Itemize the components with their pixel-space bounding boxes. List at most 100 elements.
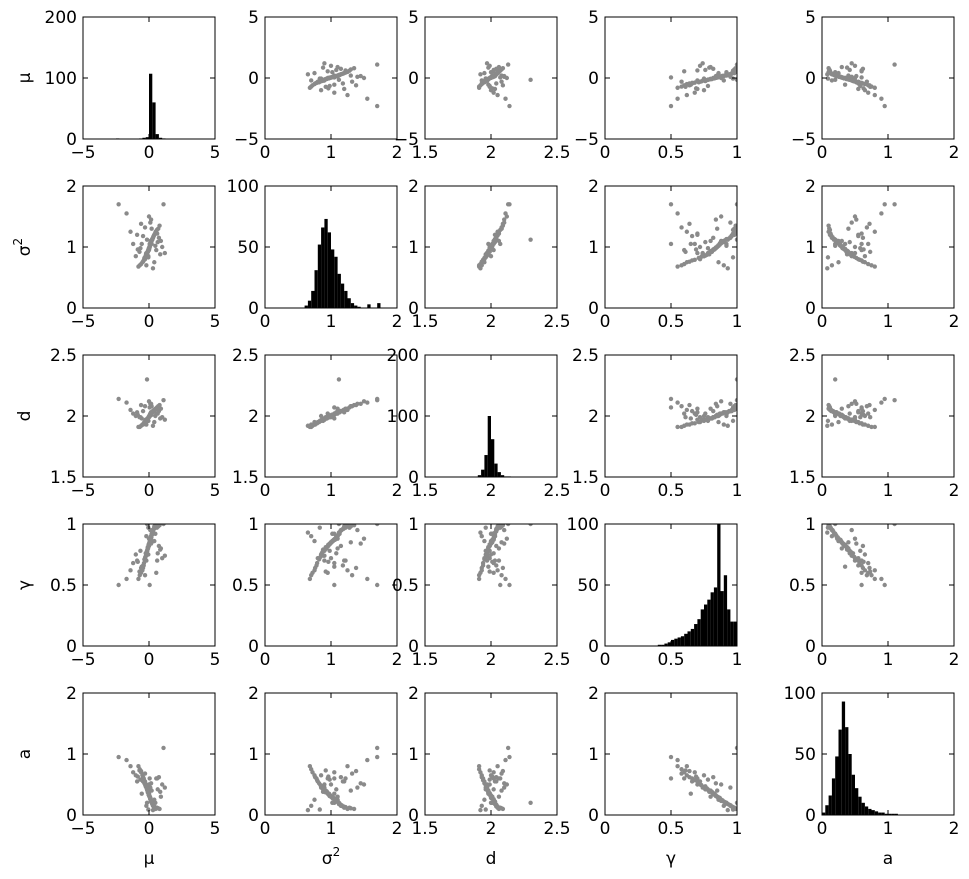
scatter-point xyxy=(340,779,346,784)
scatter-point xyxy=(162,785,168,790)
histogram-bar xyxy=(155,134,159,139)
scatter-point xyxy=(528,524,533,527)
histogram-bar xyxy=(861,802,865,815)
y-tick-label: 0.5 xyxy=(50,576,77,596)
scatter-point xyxy=(487,249,492,255)
histogram-bar xyxy=(871,810,875,815)
scatter-point xyxy=(861,86,866,91)
scatter-point xyxy=(148,541,154,546)
histogram-bar xyxy=(717,524,721,646)
panel-4-1: 0 1 2 0 1 2 xyxy=(248,684,402,839)
scatter-point xyxy=(872,568,877,573)
scatter-point xyxy=(144,377,150,382)
scatter-point xyxy=(338,66,344,72)
scatter-point xyxy=(328,75,333,81)
scatter-point xyxy=(161,202,166,207)
scatter-point xyxy=(494,563,499,568)
scatter-point xyxy=(149,226,154,231)
scatter-point xyxy=(495,764,500,769)
y-tick-label: 2.5 xyxy=(232,346,259,366)
scatter-point xyxy=(142,225,148,230)
histogram-bar xyxy=(481,469,485,477)
scatter-point xyxy=(490,774,495,779)
scatter-point xyxy=(825,423,830,428)
x-tick-label: 1 xyxy=(883,143,894,163)
scatter-point xyxy=(695,231,700,236)
scatter-point xyxy=(825,72,830,77)
histogram-bar xyxy=(710,592,714,646)
scatter-point xyxy=(158,252,163,257)
scatter-point xyxy=(309,78,314,83)
y-tick-label: 0 xyxy=(408,806,419,826)
x-tick-label: 2 xyxy=(486,312,497,332)
scatter-point xyxy=(864,79,870,84)
scatter-point xyxy=(849,401,854,406)
scatter-point xyxy=(348,67,353,72)
panel-1-4: 0 1 2 0 1 2 xyxy=(805,177,959,332)
scatter-point xyxy=(849,61,854,66)
scatter-point xyxy=(341,526,346,532)
scatter-point xyxy=(332,82,337,87)
y-tick-label: 100 xyxy=(227,177,259,197)
scatter-point xyxy=(864,573,870,578)
scatter-point xyxy=(839,406,844,411)
scatter-point xyxy=(476,764,482,769)
x-tick-label: 1 xyxy=(732,143,743,163)
scatter-point xyxy=(361,399,367,404)
scatter-point xyxy=(332,405,337,410)
histogram-bar xyxy=(894,813,898,815)
scatter-point xyxy=(124,757,129,763)
histogram-bar xyxy=(340,283,345,308)
scatter-point xyxy=(487,782,492,787)
scatter-point xyxy=(829,526,834,532)
scatter-point xyxy=(872,229,877,234)
scatter-point xyxy=(668,202,674,207)
scatter-point xyxy=(161,524,166,527)
panel-2-1: 0 1 2 1.5 2 2.5 xyxy=(232,346,402,501)
scatter-point xyxy=(860,422,866,427)
scatter-point xyxy=(703,787,708,792)
y-tick-label: 1 xyxy=(66,238,77,258)
x-tick-label: 1 xyxy=(732,481,743,501)
x-tick-label: 0 xyxy=(260,481,271,501)
scatter-point xyxy=(826,223,831,228)
histogram-bar xyxy=(331,249,335,308)
scatter-point xyxy=(849,74,854,79)
y-tick-label: 0 xyxy=(408,299,419,319)
x-tick-label: 0 xyxy=(144,312,155,332)
scatter-point xyxy=(498,241,503,247)
scatter-point xyxy=(708,238,713,244)
scatter-point xyxy=(312,797,317,802)
y-tick-label: 1.5 xyxy=(50,468,77,488)
scatter-point xyxy=(505,202,511,207)
histogram-bar xyxy=(667,642,671,646)
histogram-bar xyxy=(357,306,361,308)
scatter-point xyxy=(140,408,146,414)
scatter-point xyxy=(479,534,484,539)
scatter-point xyxy=(491,770,496,775)
scatter-point xyxy=(358,541,363,546)
scatter-point xyxy=(332,90,337,95)
scatter-point xyxy=(833,531,838,536)
x-tick-label: 1 xyxy=(732,819,743,839)
y-tick-label: 1.5 xyxy=(572,468,599,488)
scatter-point xyxy=(348,73,353,78)
scatter-point xyxy=(866,90,871,95)
scatter-point xyxy=(716,797,721,802)
histogram-bar xyxy=(822,812,826,815)
scatter-point xyxy=(528,800,533,805)
scatter-point xyxy=(496,558,502,563)
x-tick-label: −5 xyxy=(70,312,95,332)
x-tick-label: 0 xyxy=(817,312,828,332)
column-label-4: a xyxy=(883,849,893,869)
scatter-point xyxy=(323,569,328,574)
scatter-point xyxy=(852,63,858,68)
scatter-point xyxy=(343,558,348,563)
scatter-point xyxy=(733,66,737,71)
scatter-point xyxy=(135,774,140,779)
scatter-point xyxy=(860,259,866,264)
scatter-point xyxy=(155,239,160,245)
scatter-point xyxy=(729,233,734,238)
scatter-point xyxy=(332,75,337,80)
scatter-point xyxy=(139,791,144,796)
